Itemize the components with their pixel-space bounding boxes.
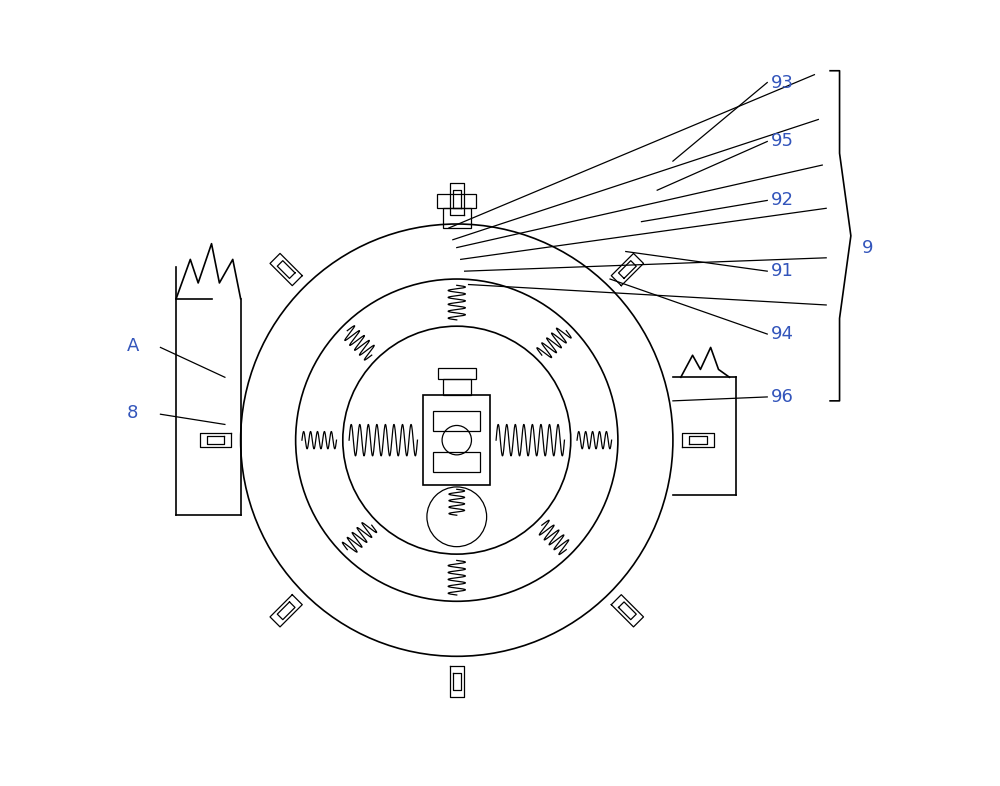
Text: 9: 9 bbox=[862, 239, 873, 256]
Text: 96: 96 bbox=[771, 388, 794, 406]
Bar bbox=[433, 452, 480, 472]
Text: A: A bbox=[127, 337, 139, 354]
Text: 91: 91 bbox=[771, 263, 794, 280]
Bar bbox=[443, 379, 471, 395]
Text: 8: 8 bbox=[127, 404, 138, 421]
Bar bbox=[438, 368, 476, 379]
Bar bbox=[443, 208, 471, 228]
Text: 95: 95 bbox=[771, 133, 794, 150]
Bar bbox=[433, 411, 480, 431]
Text: 94: 94 bbox=[771, 325, 794, 343]
Text: 92: 92 bbox=[771, 192, 794, 209]
Bar bbox=[423, 395, 490, 485]
Text: 93: 93 bbox=[771, 74, 794, 91]
Bar bbox=[437, 194, 476, 208]
